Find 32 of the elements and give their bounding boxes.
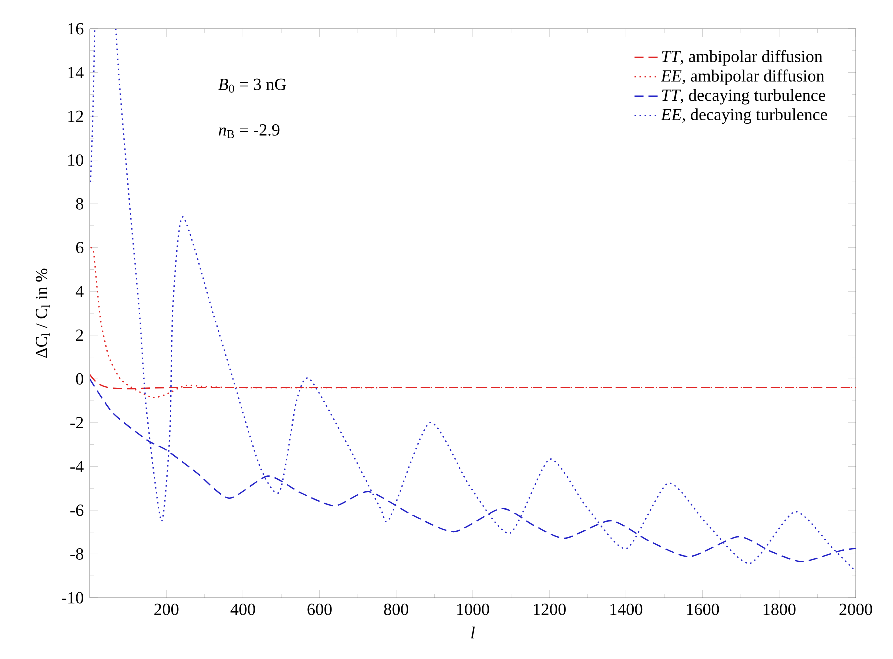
x-tick-label: 200 [154,604,179,616]
y-tick-label: 2 [76,330,84,342]
x-tick-label: 1000 [458,604,490,616]
x-tick-label: 1800 [764,604,796,616]
y-tick-label: 16 [68,23,84,35]
x-tick-label: 800 [384,604,409,616]
y-axis-title: ΔC$_{l}$ / C$_{l}$ in % [36,268,50,358]
legend-label: TT, ambipolar diffusion [662,50,823,66]
y-tick-label: 0 [76,373,84,385]
annotation: B$_{0}$ = 3 nG [218,78,286,93]
y-tick-label: 10 [68,154,84,166]
y-tick-label: 4 [76,286,84,298]
annotation: n$_{B}$ = -2.9 [219,124,280,138]
x-tick-label: 2000 [840,604,872,616]
x-tick-label: 1200 [534,604,566,616]
x-tick-label: 600 [308,604,332,616]
y-tick-label: -8 [70,548,84,560]
x-axis-title: l [472,626,475,639]
legend-label: TT, decaying turbulence [662,89,826,105]
y-tick-label: 12 [68,110,84,122]
legend-label: EE, decaying turbulence [661,108,828,124]
y-tick-label: -6 [70,504,84,516]
x-tick-label: 1400 [610,604,643,616]
y-tick-label: -10 [62,592,84,604]
y-tick-label: -2 [70,417,84,429]
y-tick-label: 14 [68,67,84,78]
x-tick-label: 1600 [687,604,720,616]
x-tick-label: 400 [230,604,256,616]
y-tick-label: 6 [76,242,84,254]
y-tick-label: 8 [76,198,84,210]
legend-label: EE, ambipolar diffusion [661,70,825,86]
y-tick-label: -4 [70,461,84,472]
